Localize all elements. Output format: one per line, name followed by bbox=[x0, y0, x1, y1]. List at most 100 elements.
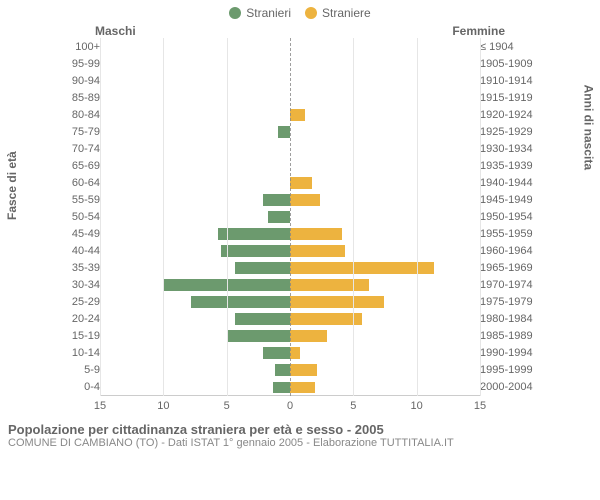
bar-male bbox=[221, 245, 290, 257]
x-tick: 10 bbox=[411, 400, 423, 412]
age-label: 30-34 bbox=[60, 279, 104, 291]
age-label: 55-59 bbox=[60, 194, 104, 206]
bar-male bbox=[218, 228, 290, 240]
gridline bbox=[353, 38, 354, 396]
bar-female bbox=[290, 109, 305, 121]
pyramid-row: 85-89 1915-1919 bbox=[60, 89, 540, 106]
age-label: 60-64 bbox=[60, 177, 104, 189]
pyramid-row: 10-14 1990-1994 bbox=[60, 345, 540, 362]
year-label: 1955-1959 bbox=[476, 228, 540, 240]
year-label: ≤ 1904 bbox=[476, 41, 540, 53]
pyramid-row: 45-491955-1959 bbox=[60, 226, 540, 243]
age-label: 85-89 bbox=[60, 92, 104, 104]
bar-female bbox=[290, 194, 320, 206]
year-label: 2000-2004 bbox=[476, 381, 540, 393]
age-label: 5-9 bbox=[60, 364, 104, 376]
x-tick: 5 bbox=[224, 400, 230, 412]
age-label: 65-69 bbox=[60, 160, 104, 172]
pyramid-row: 65-69 1935-1939 bbox=[60, 157, 540, 174]
pyramid-row: 30-34 1970-1974 bbox=[60, 277, 540, 294]
chart-footer: Popolazione per cittadinanza straniera p… bbox=[0, 418, 600, 449]
chart-subtitle: COMUNE DI CAMBIANO (TO) - Dati ISTAT 1° … bbox=[8, 437, 592, 449]
gridline bbox=[163, 38, 164, 396]
age-label: 15-19 bbox=[60, 330, 104, 342]
age-label: 80-84 bbox=[60, 109, 104, 121]
pyramid-row: 80-84 1920-1924 bbox=[60, 106, 540, 123]
year-label: 1980-1984 bbox=[476, 313, 540, 325]
chart-title: Popolazione per cittadinanza straniera p… bbox=[8, 422, 592, 437]
bar-female bbox=[290, 296, 384, 308]
age-label: 0-4 bbox=[60, 381, 104, 393]
pyramid-row: 95-99 1905-1909 bbox=[60, 55, 540, 72]
year-label: 1970-1974 bbox=[476, 279, 540, 291]
bar-male bbox=[268, 211, 290, 223]
pyramid-row: 90-941910-1914 bbox=[60, 72, 540, 89]
bar-female bbox=[290, 262, 434, 274]
age-label: 35-39 bbox=[60, 262, 104, 274]
bar-female bbox=[290, 382, 315, 394]
col-header-left: Maschi bbox=[95, 24, 136, 38]
age-label: 10-14 bbox=[60, 347, 104, 359]
plot-area: 100+≤ 190495-991905-190990-941910-191485… bbox=[60, 38, 540, 418]
bar-female bbox=[290, 364, 317, 376]
y-axis-left-title: Fasce di età bbox=[5, 151, 19, 220]
year-label: 1910-1914 bbox=[476, 75, 540, 87]
legend-swatch-female bbox=[305, 7, 317, 19]
pyramid-row: 55-59 1945-1949 bbox=[60, 191, 540, 208]
bar-male bbox=[228, 330, 290, 342]
age-label: 95-99 bbox=[60, 58, 104, 70]
pyramid-row: 70-741930-1934 bbox=[60, 140, 540, 157]
pyramid-row: 5-9 1995-1999 bbox=[60, 362, 540, 379]
age-label: 25-29 bbox=[60, 296, 104, 308]
gridline bbox=[480, 38, 481, 396]
year-label: 1905-1909 bbox=[476, 58, 540, 70]
col-header-right: Femmine bbox=[452, 24, 505, 38]
bar-male bbox=[235, 313, 290, 325]
pyramid-row: 60-64 1940-1944 bbox=[60, 174, 540, 191]
pyramid-rows: 100+≤ 190495-991905-190990-941910-191485… bbox=[60, 38, 540, 396]
pyramid-row: 75-791925-1929 bbox=[60, 123, 540, 140]
legend-label-female: Straniere bbox=[322, 6, 371, 20]
year-label: 1920-1924 bbox=[476, 109, 540, 121]
pyramid-row: 50-541950-1954 bbox=[60, 208, 540, 225]
bar-female bbox=[290, 330, 327, 342]
pyramid-row: 25-29 1975-1979 bbox=[60, 294, 540, 311]
gridline bbox=[100, 38, 101, 396]
pyramid-row: 20-241980-1984 bbox=[60, 311, 540, 328]
year-label: 1965-1969 bbox=[476, 262, 540, 274]
legend-swatch-male bbox=[229, 7, 241, 19]
bar-female bbox=[290, 313, 362, 325]
chart-container: Stranieri Straniere Maschi Femmine Fasce… bbox=[0, 0, 600, 500]
year-label: 1915-1919 bbox=[476, 92, 540, 104]
year-label: 1995-1999 bbox=[476, 364, 540, 376]
bar-female bbox=[290, 347, 300, 359]
bar-female bbox=[290, 177, 312, 189]
year-label: 1990-1994 bbox=[476, 347, 540, 359]
age-label: 75-79 bbox=[60, 126, 104, 138]
age-label: 50-54 bbox=[60, 211, 104, 223]
x-tick: 10 bbox=[157, 400, 169, 412]
pyramid-row: 15-19 1985-1989 bbox=[60, 328, 540, 345]
bar-female bbox=[290, 279, 369, 291]
pyramid-row: 0-4 2000-2004 bbox=[60, 379, 540, 396]
x-tick: 15 bbox=[94, 400, 106, 412]
year-label: 1960-1964 bbox=[476, 245, 540, 257]
bar-male bbox=[263, 194, 290, 206]
year-label: 1945-1949 bbox=[476, 194, 540, 206]
legend-item-male: Stranieri bbox=[229, 6, 291, 20]
pyramid-row: 100+ ≤ 1904 bbox=[60, 38, 540, 55]
column-headers: Maschi Femmine bbox=[0, 20, 600, 38]
year-label: 1975-1979 bbox=[476, 296, 540, 308]
year-label: 1985-1989 bbox=[476, 330, 540, 342]
bar-male bbox=[275, 364, 290, 376]
bar-female bbox=[290, 228, 342, 240]
y-axis-right-title: Anni di nascita bbox=[581, 85, 595, 170]
age-label: 40-44 bbox=[60, 245, 104, 257]
year-label: 1935-1939 bbox=[476, 160, 540, 172]
bar-male bbox=[263, 347, 290, 359]
age-label: 100+ bbox=[60, 41, 104, 53]
age-label: 70-74 bbox=[60, 143, 104, 155]
bar-male bbox=[273, 382, 290, 394]
year-label: 1940-1944 bbox=[476, 177, 540, 189]
pyramid-row: 40-44 1960-1964 bbox=[60, 243, 540, 260]
